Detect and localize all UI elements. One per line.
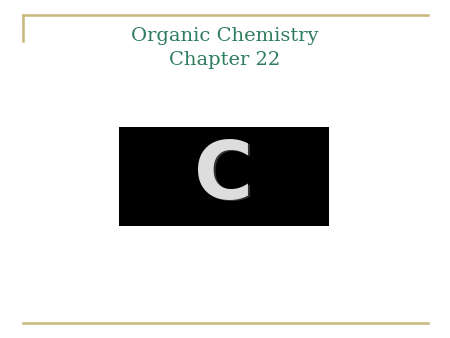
Bar	[119, 127, 328, 226]
Text: Organic Chemistry
Chapter 22: Organic Chemistry Chapter 22	[131, 27, 319, 69]
Text: C: C	[196, 139, 255, 217]
Text: C: C	[194, 138, 253, 216]
